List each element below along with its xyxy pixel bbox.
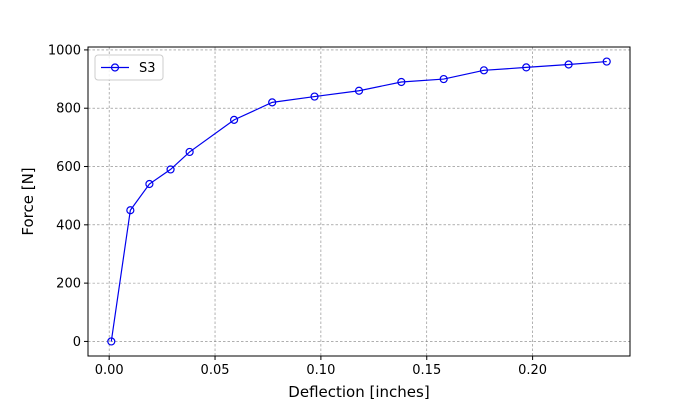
legend-label: S3 (139, 61, 156, 76)
data-point (268, 98, 277, 107)
axis-ticks: 0.00 0.05 0.10 0.15 0.20 0 200 400 600 800 1000 (48, 43, 547, 378)
data-point (166, 165, 175, 174)
x-tick-label: 0.10 (306, 363, 335, 378)
x-tick-label: 0.00 (95, 363, 124, 378)
data-point (126, 206, 135, 215)
x-tick-label: 0.20 (518, 363, 547, 378)
y-tick-label: 600 (56, 160, 81, 175)
data-point (397, 77, 406, 87)
y-axis-label: Force [N] (19, 167, 37, 235)
x-tick-label: 0.15 (412, 363, 441, 378)
data-point (107, 337, 116, 346)
data-point (479, 66, 489, 75)
y-tick-label: 800 (56, 102, 81, 117)
y-tick-label: 1000 (48, 43, 81, 58)
y-tick-label: 200 (56, 277, 81, 292)
series-layer (107, 57, 611, 346)
data-point (145, 179, 154, 189)
data-point (602, 57, 611, 66)
data-point (354, 86, 364, 95)
y-tick-label: 0 (73, 335, 81, 350)
data-point (229, 115, 239, 124)
plot-area-frame (87, 46, 631, 357)
legend: S3 (94, 54, 164, 81)
grid (88, 47, 630, 356)
data-point (310, 92, 319, 101)
y-tick-label: 400 (56, 218, 81, 233)
data-point (564, 60, 573, 69)
data-point (439, 74, 448, 84)
data-point (185, 147, 194, 157)
series-line (110, 60, 607, 342)
legend-marker-icon (110, 63, 120, 72)
x-tick-label: 0.05 (201, 363, 230, 378)
data-point (522, 63, 531, 72)
x-axis-label: Deflection [inches] (288, 383, 429, 400)
